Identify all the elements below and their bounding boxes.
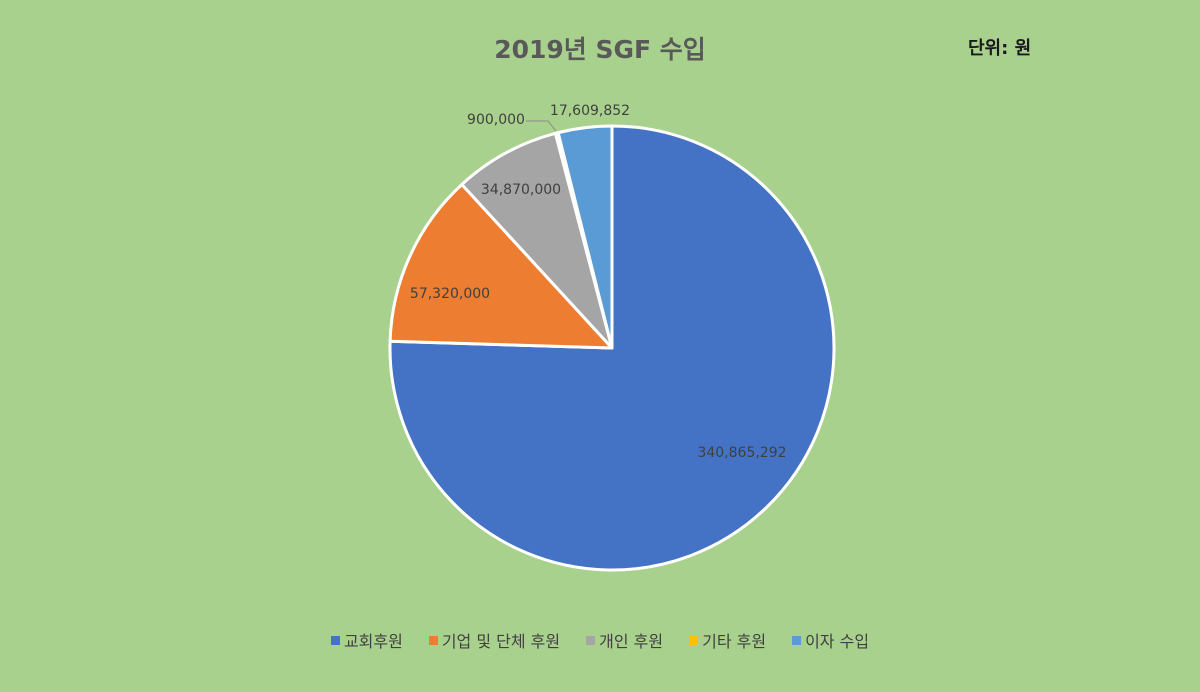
legend-item-individual: 개인 후원 (586, 628, 663, 652)
data-label-interest: 17,609,852 (550, 103, 630, 119)
chart-title: 2019년 SGF 수입 (494, 35, 706, 64)
legend-swatch-interest (792, 635, 802, 645)
pie-slice-corporate (388, 182, 614, 350)
data-label-individual: 34,870,000 (481, 182, 561, 198)
data-label-corporate: 57,320,000 (410, 286, 490, 302)
legend-swatch-corporate (428, 635, 438, 645)
legend-swatch-other (689, 635, 699, 645)
legend-swatch-church (330, 635, 340, 645)
pie-slice-individual (460, 131, 614, 350)
legend-item-church: 교회후원 (330, 628, 403, 652)
legend-item-interest: 이자 수입 (792, 628, 869, 652)
legend-label-interest: 이자 수입 (805, 632, 870, 651)
legend-label-corporate: 기업 및 단체 후원 (441, 632, 561, 651)
legend-swatch-individual (586, 635, 596, 645)
data-label-other: 900,000 (467, 112, 525, 128)
chart-legend: 교회후원 기업 및 단체 후원 개인 후원 기타 후원 이자 수입 (0, 628, 1200, 652)
legend-item-other: 기타 후원 (689, 628, 766, 652)
legend-label-church: 교회후원 (343, 632, 403, 651)
data-label-church: 340,865,292 (697, 445, 786, 461)
unit-label: 단위: 원 (968, 38, 1032, 59)
leader-line-other (526, 120, 557, 132)
legend-label-other: 기타 후원 (702, 632, 767, 651)
pie-slice-interest (556, 124, 614, 350)
legend-label-individual: 개인 후원 (599, 632, 664, 651)
legend-item-corporate: 기업 및 단체 후원 (428, 628, 561, 652)
